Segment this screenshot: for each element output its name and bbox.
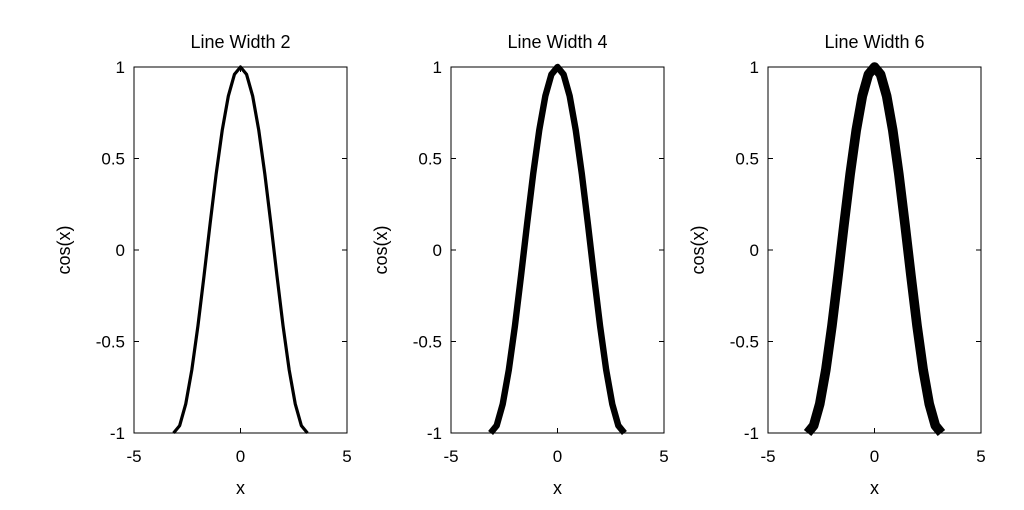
- subplot-2: Line Width 4 x cos(x) -5 0 5 -1 -0.5 0 0.5 1: [371, 32, 669, 498]
- x-tick-label: -5: [760, 447, 775, 466]
- y-tick-label: -0.5: [413, 333, 442, 352]
- y-tick-label: 1: [116, 58, 125, 77]
- y-axis-label-2: cos(x): [371, 226, 391, 275]
- y-tick-label: 0: [433, 241, 442, 260]
- subplot-3: Line Width 6 x cos(x) -5 0 5 -1 -0.5 0 0.5 1: [688, 32, 986, 498]
- chart-title-3: Line Width 6: [824, 32, 924, 52]
- y-tick-label: 0: [750, 241, 759, 260]
- subplot-1: Line Width 2 x cos(x) -5 0 5 -1 -0.5 0 0.5 1: [54, 32, 352, 498]
- y-tick-label: -0.5: [96, 333, 125, 352]
- x-tick-label: 5: [342, 447, 351, 466]
- y-tick-label: 0: [116, 241, 125, 260]
- chart-title-2: Line Width 4: [507, 32, 607, 52]
- x-tick-label: -5: [126, 447, 141, 466]
- y-axis-label-1: cos(x): [54, 226, 74, 275]
- ticks-3: -5 0 5 -1 -0.5 0 0.5 1: [730, 58, 986, 466]
- y-tick-label: 0.5: [735, 150, 759, 169]
- y-tick-label: 1: [433, 58, 442, 77]
- y-tick-label: 1: [750, 58, 759, 77]
- x-axis-label-1: x: [236, 478, 245, 498]
- cos-line-width-4: [488, 63, 627, 436]
- x-tick-label: 5: [659, 447, 668, 466]
- y-tick-label: 0.5: [101, 150, 125, 169]
- x-axis-label-2: x: [553, 478, 562, 498]
- y-tick-label: -0.5: [730, 333, 759, 352]
- y-tick-label: -1: [427, 424, 442, 443]
- y-tick-label: 0.5: [418, 150, 442, 169]
- y-tick-label: -1: [744, 424, 759, 443]
- ticks-2: -5 0 5 -1 -0.5 0 0.5 1: [413, 58, 669, 466]
- axes-box-1: [133, 66, 348, 434]
- y-tick-label: -1: [110, 424, 125, 443]
- ticks-1: -5 0 5 -1 -0.5 0 0.5 1: [96, 58, 352, 466]
- x-tick-label: 0: [553, 447, 562, 466]
- cos-line-width-2: [172, 65, 309, 435]
- x-tick-label: -5: [443, 447, 458, 466]
- cos-line-width-6: [803, 62, 946, 437]
- x-axis-label-3: x: [870, 478, 879, 498]
- chart-title-1: Line Width 2: [190, 32, 290, 52]
- x-tick-label: 0: [870, 447, 879, 466]
- x-tick-label: 0: [236, 447, 245, 466]
- x-tick-label: 5: [976, 447, 985, 466]
- axes-box-2: [450, 66, 665, 434]
- y-axis-label-3: cos(x): [688, 226, 708, 275]
- axes-box-3: [767, 66, 982, 434]
